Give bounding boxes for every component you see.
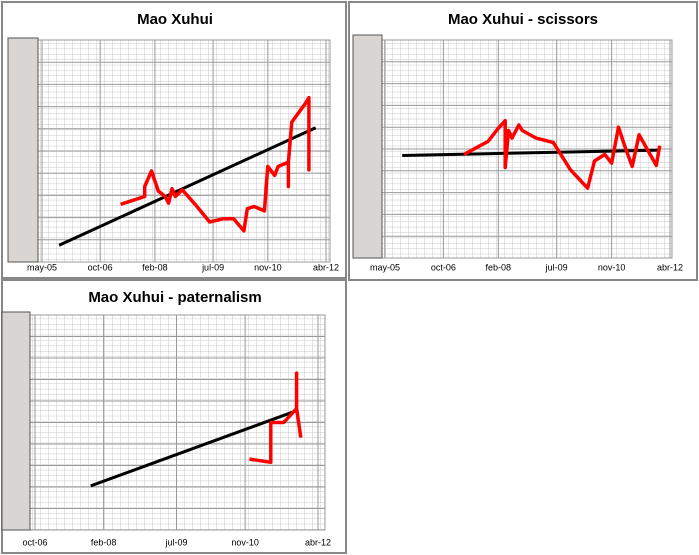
chart-title: Mao Xuhui - scissors (448, 11, 598, 28)
chart-title: Mao Xuhui - paternalism (88, 289, 261, 306)
x-tick-label: oct-06 (88, 262, 113, 272)
y-axis-panel (7, 37, 39, 263)
y-axis-panel (352, 34, 383, 259)
x-tick-label: jul-09 (201, 262, 224, 272)
x-tick-label: nov-10 (231, 537, 259, 547)
x-tick-label: may-05 (370, 262, 400, 272)
series-line (402, 148, 660, 157)
x-tick-label: abr-12 (657, 262, 683, 272)
x-tick-label: feb-08 (486, 262, 512, 272)
y-axis-panel (1, 311, 31, 531)
x-tick-label: oct-06 (22, 537, 47, 547)
series-line (120, 95, 311, 233)
series-line (463, 118, 662, 190)
x-tick-label: abr-12 (305, 537, 331, 547)
series-line (249, 371, 303, 465)
x-tick-label: feb-08 (91, 537, 117, 547)
x-tick-label: jul-09 (545, 262, 568, 272)
series-line (90, 409, 298, 488)
x-tick-label: may-05 (27, 262, 57, 272)
x-tick-label: oct-06 (431, 262, 456, 272)
x-tick-label: jul-09 (164, 537, 187, 547)
series-line (58, 126, 317, 247)
x-tick-label: nov-10 (598, 262, 626, 272)
chart-title: Mao Xuhui (137, 11, 213, 28)
x-tick-label: feb-08 (142, 262, 168, 272)
x-tick-label: nov-10 (254, 262, 282, 272)
x-tick-label: abr-12 (313, 262, 339, 272)
